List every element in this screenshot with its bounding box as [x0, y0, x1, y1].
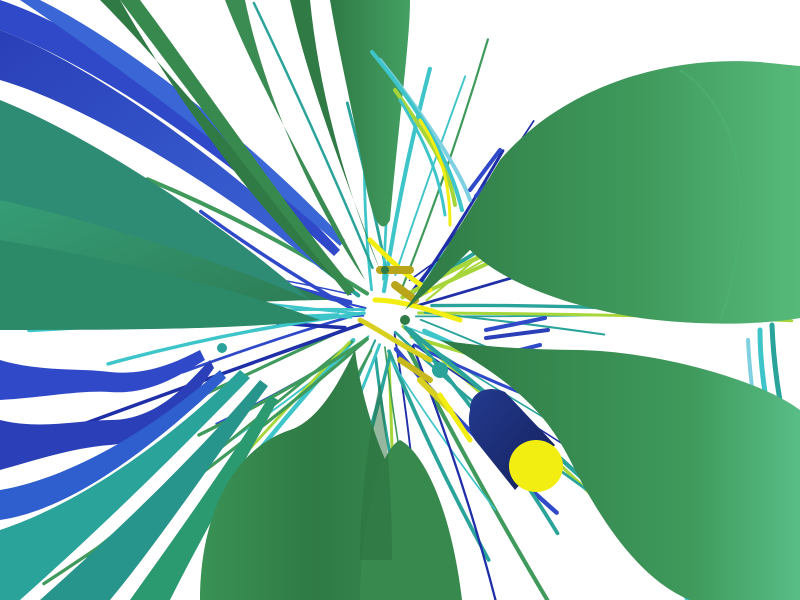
top-green-funnels [100, 0, 410, 296]
thin-streamline [181, 315, 350, 374]
thin-streamline [389, 358, 497, 511]
left-teal-tubes [0, 100, 330, 330]
thin-streamline [197, 337, 369, 437]
bottom-green-funnels [200, 350, 462, 600]
thin-streamline [252, 1, 374, 270]
thin-streamline [381, 66, 432, 294]
thin-streamline [412, 149, 505, 294]
thin-streamline [387, 349, 491, 562]
navy-cylinder-with-yellow-cap [468, 389, 563, 492]
right-lower-green-funnel [440, 340, 800, 600]
thin-streamline [394, 75, 467, 277]
centre-nodules [217, 266, 448, 378]
left-lower-blue-tubes [0, 350, 226, 520]
left-bottom-teal-tubes [0, 370, 278, 600]
right-large-green-funnel [405, 61, 800, 324]
top-cyan-strands [370, 50, 472, 227]
